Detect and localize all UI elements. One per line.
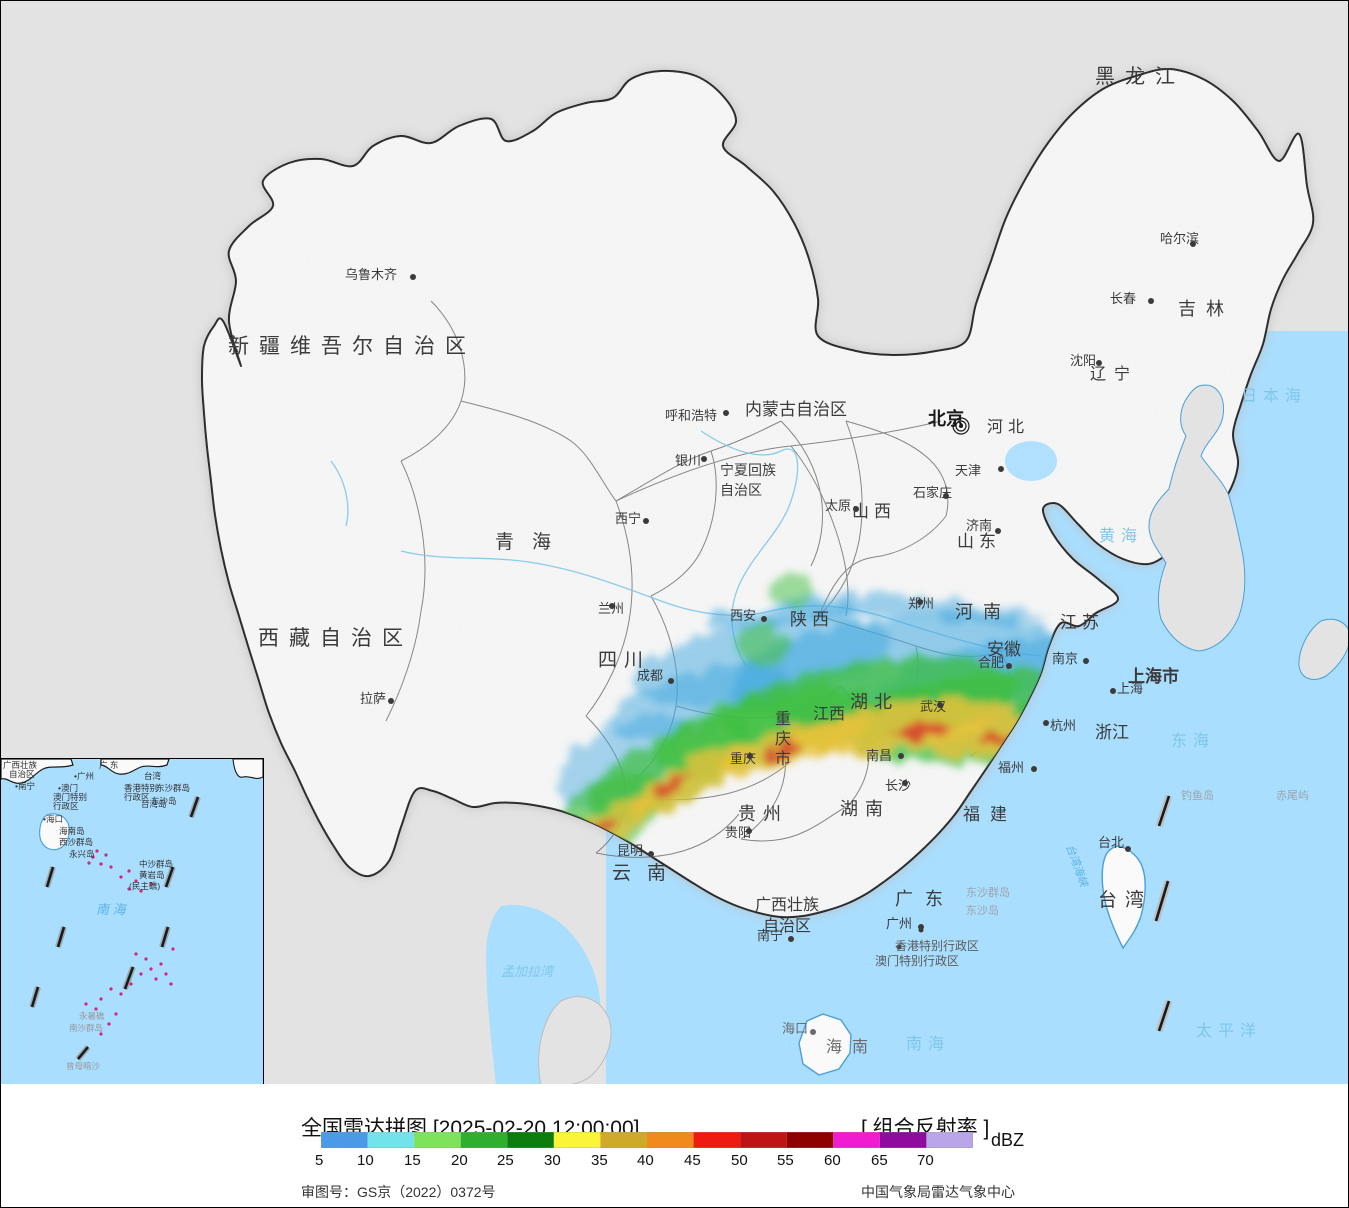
svg-text:黄岩岛: 黄岩岛 — [139, 870, 165, 880]
svg-text:行政区: 行政区 — [53, 801, 79, 811]
svg-text:东海: 东海 — [1171, 732, 1215, 750]
svg-text:南海: 南海 — [906, 1035, 950, 1053]
svg-text:中沙群岛: 中沙群岛 — [139, 859, 173, 869]
svg-text:•广州: •广州 — [74, 771, 94, 781]
svg-text:东沙岛: 东沙岛 — [151, 796, 177, 806]
svg-text:•海口: •海口 — [43, 814, 63, 824]
svg-text:曾母暗沙: 曾母暗沙 — [66, 1061, 101, 1071]
svg-text:海南岛: 海南岛 — [59, 826, 85, 836]
svg-text:太平洋: 太平洋 — [1196, 1022, 1262, 1040]
svg-text:永兴岛: 永兴岛 — [69, 849, 95, 859]
svg-text:钓鱼岛: 钓鱼岛 — [1181, 788, 1214, 802]
svg-text:南沙群岛: 南沙群岛 — [69, 1023, 103, 1033]
svg-text:孟加拉湾: 孟加拉湾 — [501, 964, 555, 979]
svg-text:•南宁: •南宁 — [15, 781, 35, 791]
svg-text:东沙群岛: 东沙群岛 — [156, 783, 190, 793]
svg-text:黄海: 黄海 — [1099, 527, 1143, 545]
svg-text:广 东: 广 东 — [99, 760, 118, 770]
svg-text:东沙岛: 东沙岛 — [966, 903, 999, 917]
svg-text:自治区: 自治区 — [9, 769, 35, 779]
svg-text:日本海: 日本海 — [1241, 387, 1307, 405]
svg-text:南 海: 南 海 — [96, 902, 128, 917]
svg-text:台湾: 台湾 — [144, 771, 162, 781]
svg-text:赤尾屿: 赤尾屿 — [1276, 789, 1309, 802]
svg-text:(民主礁): (民主礁) — [129, 881, 160, 891]
svg-text:永暑礁: 永暑礁 — [79, 1011, 105, 1021]
svg-text:东沙群岛: 东沙群岛 — [966, 885, 1010, 899]
svg-text:西沙群岛: 西沙群岛 — [59, 837, 93, 847]
